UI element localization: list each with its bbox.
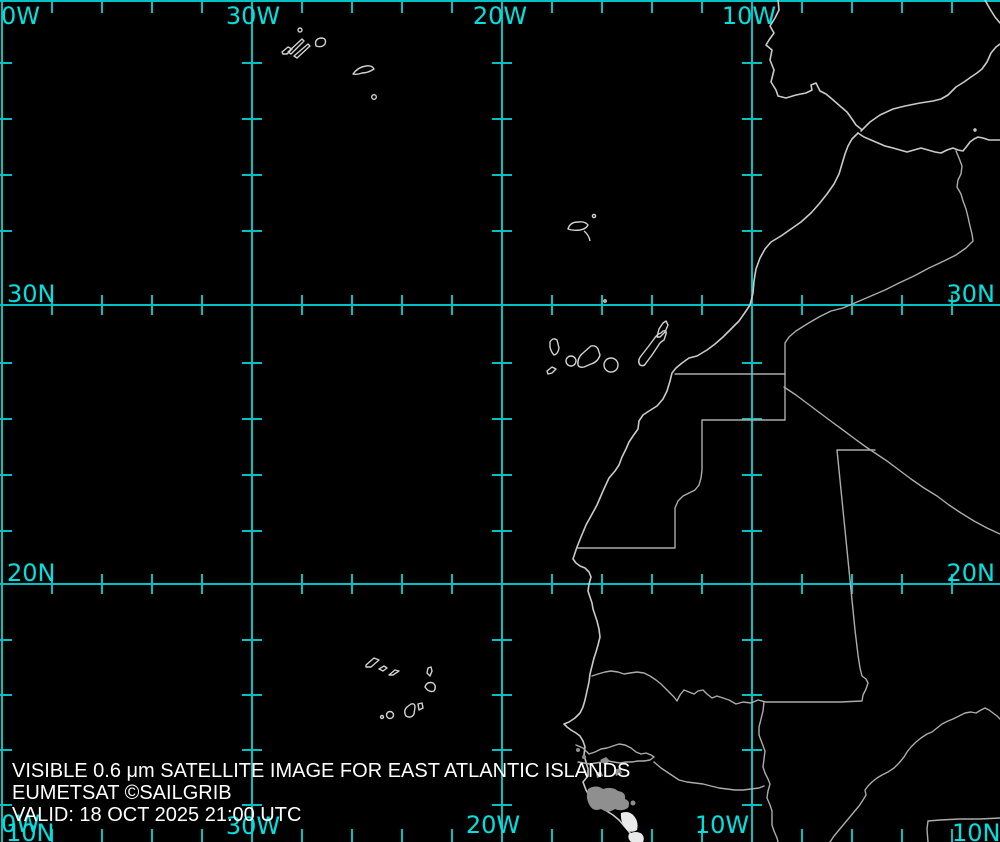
caption-valid-time: VALID: 18 OCT 2025 21:00 UTC — [12, 804, 301, 826]
left-edge-ticks — [0, 62, 12, 806]
niger-river — [829, 707, 1000, 842]
label-20w-bottom: 20W — [466, 811, 520, 839]
label-40w-bottom: 0W — [1, 810, 40, 838]
cape-verde-islands — [365, 657, 436, 720]
bottom-edge-ticks — [51, 829, 953, 842]
madeira-islands — [567, 128, 977, 303]
graticule-ticks — [0, 0, 953, 842]
mauritania-mali-border — [765, 449, 876, 703]
algeria-mauritania-border — [783, 386, 1000, 535]
caption-title: VISIBLE 0.6 μm SATELLITE IMAGE FOR EAST … — [12, 760, 630, 782]
top-edge-ticks — [51, 0, 953, 13]
label-30n-left: 30N — [7, 280, 56, 308]
cloud-patches — [576, 748, 644, 842]
caption-source: EUMETSAT ©SAILGRIB — [12, 782, 232, 804]
morocco-algeria-border — [784, 150, 974, 421]
label-10w-top: 10W — [722, 2, 776, 30]
label-20w-top: 20W — [473, 2, 527, 30]
label-30w-top: 30W — [226, 2, 280, 30]
label-10w-bottom: 10W — [695, 811, 749, 839]
label-20n-right: 20N — [947, 559, 996, 587]
caption-block: VISIBLE 0.6 μm SATELLITE IMAGE FOR EAST … — [12, 760, 630, 826]
senegal-river-border — [591, 670, 767, 705]
canary-islands — [546, 320, 669, 375]
parallel-30n-ticks — [51, 295, 953, 315]
coastlines — [563, 0, 1000, 842]
meridian-30w-ticks — [242, 62, 262, 806]
senegal-south-border — [653, 761, 765, 791]
label-30w-bottom: 30W — [226, 812, 280, 840]
parallel-20n-ticks — [51, 574, 953, 594]
azores-islands — [281, 27, 378, 100]
northwest-africa-coastline — [563, 132, 859, 842]
country-borders — [575, 150, 1000, 842]
mali-guinea-border — [926, 817, 1000, 842]
label-20n-left: 20N — [7, 559, 56, 587]
senegal-mali-border — [758, 701, 779, 842]
label-10n-bottom-right: 10N — [952, 819, 1000, 842]
iberia-coastline — [765, 0, 1000, 132]
island-outlines — [281, 27, 977, 720]
meridian-10w-ticks — [742, 62, 762, 806]
label-40w-top: 0W — [1, 2, 40, 30]
western-sahara-borders — [577, 373, 786, 549]
label-10n-bottom-left: 10N — [6, 819, 55, 842]
label-30n-right: 30N — [947, 280, 996, 308]
meridian-20w-ticks — [492, 62, 512, 806]
mediterranean-africa-coastline — [857, 132, 1000, 154]
